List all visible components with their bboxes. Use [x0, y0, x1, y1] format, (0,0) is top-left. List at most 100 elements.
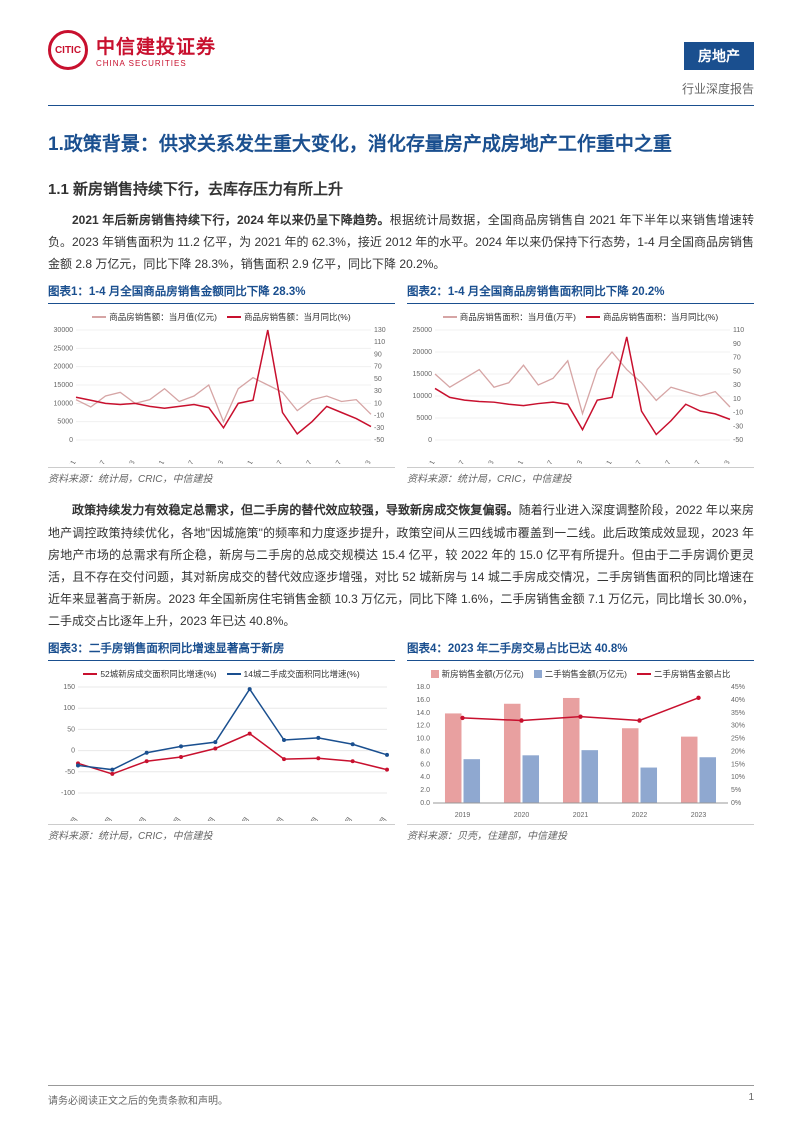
svg-text:0.0: 0.0 [420, 800, 430, 807]
svg-text:2023年9月: 2023年9月 [293, 815, 320, 821]
svg-text:22/07: 22/07 [299, 460, 314, 465]
svg-text:14.0: 14.0 [416, 710, 430, 717]
svg-text:2022年4月: 2022年4月 [87, 815, 114, 821]
legend-label: 商品房销售面积：当月同比(%) [603, 311, 718, 323]
svg-text:-10: -10 [733, 410, 743, 417]
page-header: CITIC 中信建投证券 CHINA SECURITIES 房地产 [0, 0, 802, 76]
svg-text:2023年1月: 2023年1月 [190, 815, 217, 821]
logo-mark-icon: CITIC [48, 30, 88, 70]
svg-text:100: 100 [63, 706, 75, 713]
svg-text:0%: 0% [731, 800, 741, 807]
swatch-icon [227, 316, 241, 318]
svg-text:35%: 35% [731, 710, 745, 717]
sector-tag: 房地产 [684, 42, 754, 70]
svg-text:0: 0 [69, 437, 73, 444]
svg-text:-50: -50 [374, 437, 384, 444]
svg-text:2024年1月: 2024年1月 [328, 815, 355, 821]
svg-text:45%: 45% [731, 684, 745, 691]
section-heading-1: 1.政策背景：供求关系发生重大变化，消化存量房产成房地产工作重中之重 [48, 124, 754, 166]
legend-label: 二手房销售金额占比 [654, 668, 731, 680]
svg-text:30: 30 [733, 382, 741, 389]
chart-4-title: 图表4：2023 年二手房交易占比已达 40.8% [407, 640, 754, 661]
svg-text:20%: 20% [731, 749, 745, 756]
svg-text:30%: 30% [731, 723, 745, 730]
svg-text:23/07: 23/07 [687, 460, 702, 465]
swatch-icon [431, 670, 439, 678]
svg-text:17/07: 17/07 [451, 460, 466, 465]
svg-text:-50: -50 [733, 437, 743, 444]
svg-text:50: 50 [733, 369, 741, 376]
svg-text:19/07: 19/07 [181, 460, 196, 465]
svg-text:-30: -30 [374, 425, 384, 432]
swatch-icon [227, 673, 241, 675]
svg-text:-10: -10 [374, 413, 384, 420]
svg-text:20/03: 20/03 [210, 460, 225, 465]
svg-text:10000: 10000 [54, 401, 74, 408]
legend-label: 14城二手成交面积同比增速(%) [244, 668, 360, 680]
svg-text:2.0: 2.0 [420, 788, 430, 795]
brand-name-cn: 中信建投证券 [96, 32, 216, 59]
svg-text:-50: -50 [65, 769, 75, 776]
svg-text:130: 130 [374, 327, 386, 334]
svg-text:18/11: 18/11 [152, 460, 167, 465]
chart-1-svg: 050001000015000200002500030000-50-30-101… [48, 326, 395, 464]
page-number: 1 [748, 1092, 754, 1107]
svg-text:20/03: 20/03 [569, 460, 584, 465]
svg-text:-100: -100 [61, 790, 75, 797]
swatch-icon [637, 673, 651, 675]
svg-text:18/03: 18/03 [122, 460, 137, 465]
svg-text:8.0: 8.0 [420, 749, 430, 756]
svg-text:10.0: 10.0 [416, 736, 430, 743]
legend-item: 商品房销售面积：当月同比(%) [586, 311, 718, 323]
svg-text:16/11: 16/11 [63, 460, 78, 465]
disclaimer-text: 请务必阅读正文之后的免责条款和声明。 [48, 1092, 228, 1107]
svg-text:18/11: 18/11 [511, 460, 526, 465]
svg-text:22/07: 22/07 [658, 460, 673, 465]
legend-label: 新房销售金额(万亿元) [442, 668, 524, 680]
swatch-icon [586, 316, 600, 318]
svg-text:0: 0 [71, 748, 75, 755]
chart-3-canvas: 52城新房成交面积同比增速(%) 14城二手成交面积同比增速(%) -100-5… [48, 665, 395, 825]
svg-text:21/07: 21/07 [628, 460, 643, 465]
chart-4-source: 资料来源：贝壳，住建部，中信建投 [407, 825, 754, 842]
svg-text:5%: 5% [731, 788, 741, 795]
svg-text:2022年9月: 2022年9月 [156, 815, 183, 821]
chart-2-canvas: 商品房销售面积：当月值(万平) 商品房销售面积：当月同比(%) 05000100… [407, 308, 754, 468]
legend-item: 商品房销售额：当月同比(%) [227, 311, 351, 323]
svg-text:6.0: 6.0 [420, 762, 430, 769]
svg-text:16/11: 16/11 [422, 460, 437, 465]
svg-text:23/07: 23/07 [328, 460, 343, 465]
svg-text:18.0: 18.0 [416, 684, 430, 691]
chart-4: 图表4：2023 年二手房交易占比已达 40.8% 新房销售金额(万亿元) 二手… [407, 640, 754, 842]
swatch-icon [92, 316, 106, 318]
charts-row-1: 图表1：1-4 月全国商品房销售金额同比下降 28.3% 商品房销售额：当月值(… [48, 283, 754, 485]
chart-2-svg: 0500010000150002000025000-50-30-10103050… [407, 326, 754, 464]
swatch-icon [83, 673, 97, 675]
svg-text:16.0: 16.0 [416, 697, 430, 704]
legend-label: 商品房销售额：当月同比(%) [244, 311, 351, 323]
svg-text:24/03: 24/03 [358, 460, 373, 465]
svg-text:2023: 2023 [691, 812, 707, 819]
svg-text:2022: 2022 [632, 812, 648, 819]
legend-item: 商品房销售面积：当月值(万平) [443, 311, 576, 323]
svg-text:150: 150 [63, 684, 75, 691]
chart-1-source: 资料来源：统计局，CRIC，中信建投 [48, 468, 395, 485]
svg-text:5000: 5000 [416, 415, 432, 422]
svg-text:20000: 20000 [413, 349, 433, 356]
legend-item: 新房销售金额(万亿元) [431, 668, 524, 680]
chart-1-canvas: 商品房销售额：当月值(亿元) 商品房销售额：当月同比(%) 0500010000… [48, 308, 395, 468]
svg-text:15%: 15% [731, 762, 745, 769]
svg-text:10: 10 [733, 396, 741, 403]
paragraph-1: 2021 年后新房销售持续下行，2024 年以来仍呈下降趋势。根据统计局数据，全… [48, 209, 754, 276]
brand-name-en: CHINA SECURITIES [96, 59, 216, 68]
svg-text:90: 90 [374, 352, 382, 359]
legend-item: 商品房销售额：当月值(亿元) [92, 311, 217, 323]
legend-label: 二手销售金额(万亿元) [545, 668, 627, 680]
main-content: 1.政策背景：供求关系发生重大变化，消化存量房产成房地产工作重中之重 1.1 新… [0, 106, 802, 842]
chart-4-canvas: 新房销售金额(万亿元) 二手销售金额(万亿元) 二手房销售金额占比 0.0 2.0… [407, 665, 754, 825]
chart-2-title: 图表2：1-4 月全国商品房销售面积同比下降 20.2% [407, 283, 754, 304]
svg-text:-30: -30 [733, 424, 743, 431]
legend-label: 商品房销售额：当月值(亿元) [109, 311, 217, 323]
svg-text:25%: 25% [731, 736, 745, 743]
chart-2-source: 资料来源：统计局，CRIC，中信建投 [407, 468, 754, 485]
